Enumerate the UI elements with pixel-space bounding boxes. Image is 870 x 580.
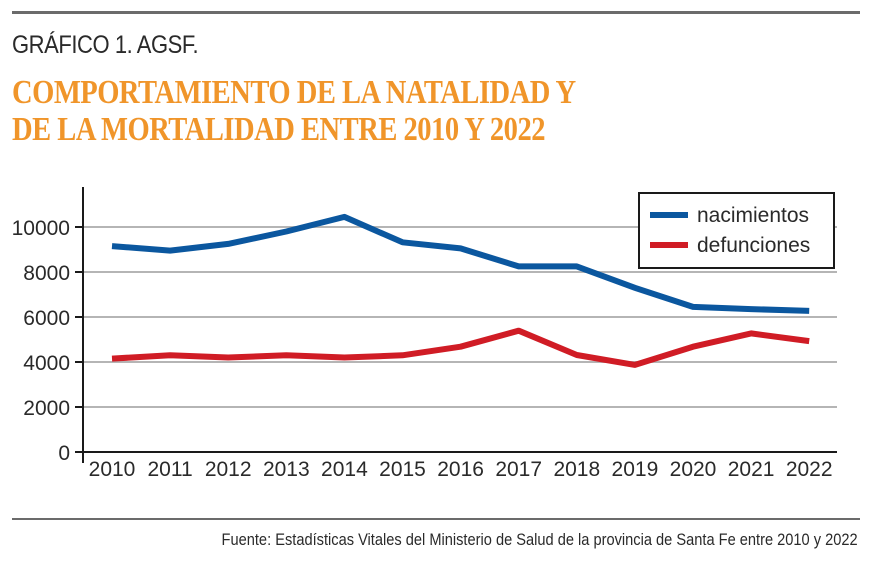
y-tick-label: 6000 [23,307,70,330]
x-tick-label: 2014 [321,458,368,481]
series-lines [111,213,810,368]
x-tick-label: 2021 [728,458,775,481]
y-axis-ticks: 0 2000 4000 6000 8000 10000 [12,217,83,465]
x-tick-label: 2012 [205,458,252,481]
y-tick-label: 2000 [23,397,70,420]
y-tick-label: 10000 [12,217,70,240]
x-tick-label: 2019 [612,458,659,481]
chart-title: COMPORTAMIENTO DE LA NATALIDAD Y DE LA M… [12,74,576,148]
chart-title-line-1: COMPORTAMIENTO DE LA NATALIDAD Y [12,74,576,111]
legend-label-defunciones: defunciones [697,234,810,257]
series-line-nacimientos [111,213,810,314]
x-tick-label: 2018 [553,458,600,481]
chart-kicker: GRÁFICO 1. AGSF. [12,31,199,59]
legend-box [638,192,835,269]
legend: nacimientos defunciones [638,192,835,269]
series-line-defunciones [111,327,810,368]
x-tick-label: 2022 [786,458,833,481]
y-tick-label: 8000 [23,262,70,285]
x-tick-label: 2010 [89,458,136,481]
x-tick-label: 2011 [148,458,193,481]
x-tick-label: 2017 [495,458,542,481]
gridlines [83,226,837,408]
x-axis-ticks: 2010 2011 2012 2013 2014 2015 2016 2017 2018 2019… [89,458,833,481]
y-tick-label: 0 [58,442,70,465]
y-tick-label: 4000 [23,352,70,375]
x-tick-label: 2016 [437,458,484,481]
legend-label-nacimientos: nacimientos [697,204,809,227]
x-tick-label: 2020 [670,458,717,481]
top-rule [12,11,860,14]
source-note: Fuente: Estadísticas Vitales del Ministe… [221,530,858,549]
bottom-rule [12,518,860,520]
x-tick-label: 2013 [263,458,310,481]
chart-title-line-2: DE LA MORTALIDAD ENTRE 2010 Y 2022 [12,111,546,148]
x-tick-label: 2015 [379,458,426,481]
